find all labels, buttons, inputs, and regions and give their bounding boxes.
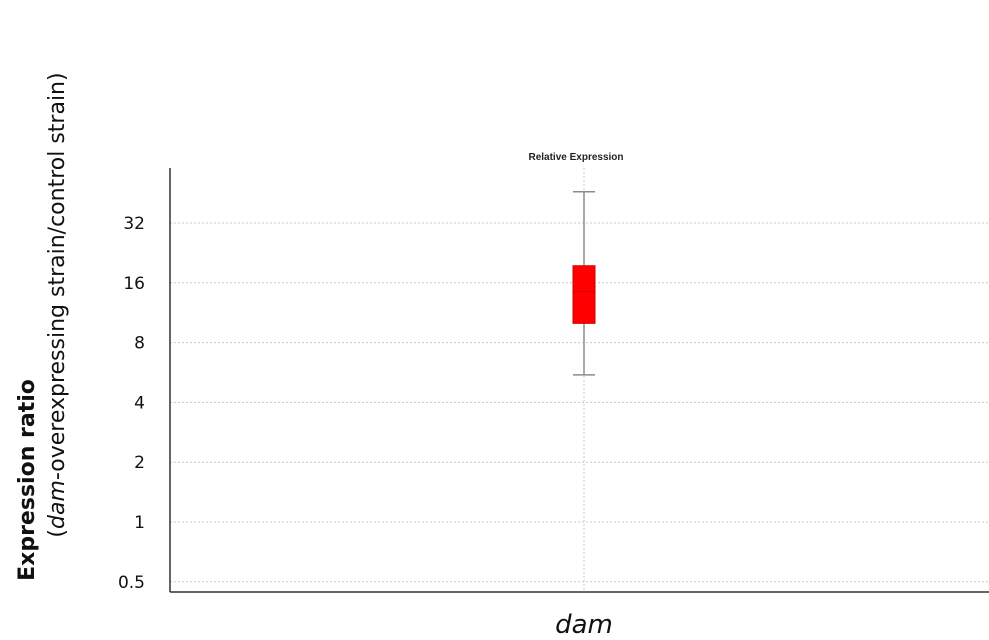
y-tick-label: 16 [123,274,145,294]
y-tick-label: 32 [123,214,145,234]
y-tick-label: 8 [134,334,145,354]
x-category-label: dam [555,610,613,640]
y-axis-label-rest: -overexpressing strain/control strain) [45,72,70,480]
y-axis-label-open: ( [45,529,70,538]
box-iqr [572,265,596,324]
grid-lines [170,168,989,592]
y-tick-label: 2 [134,453,145,473]
box-plot [572,190,596,376]
y-axis-label: Expression ratio [15,379,40,581]
y-tick-label: 1 [134,513,145,533]
y-tick-labels: 0.5 1 2 4 8 16 32 [118,214,145,593]
y-tick-label: 0.5 [118,573,145,593]
y-tick-label: 4 [134,393,145,413]
y-axis-label-main: Expression ratio [15,379,40,581]
y-axis-label-sub: (dam-overexpressing strain/control strai… [45,72,70,537]
y-axis-label-italic: dam [45,480,70,529]
chart-title: Relative Expression [528,152,623,163]
